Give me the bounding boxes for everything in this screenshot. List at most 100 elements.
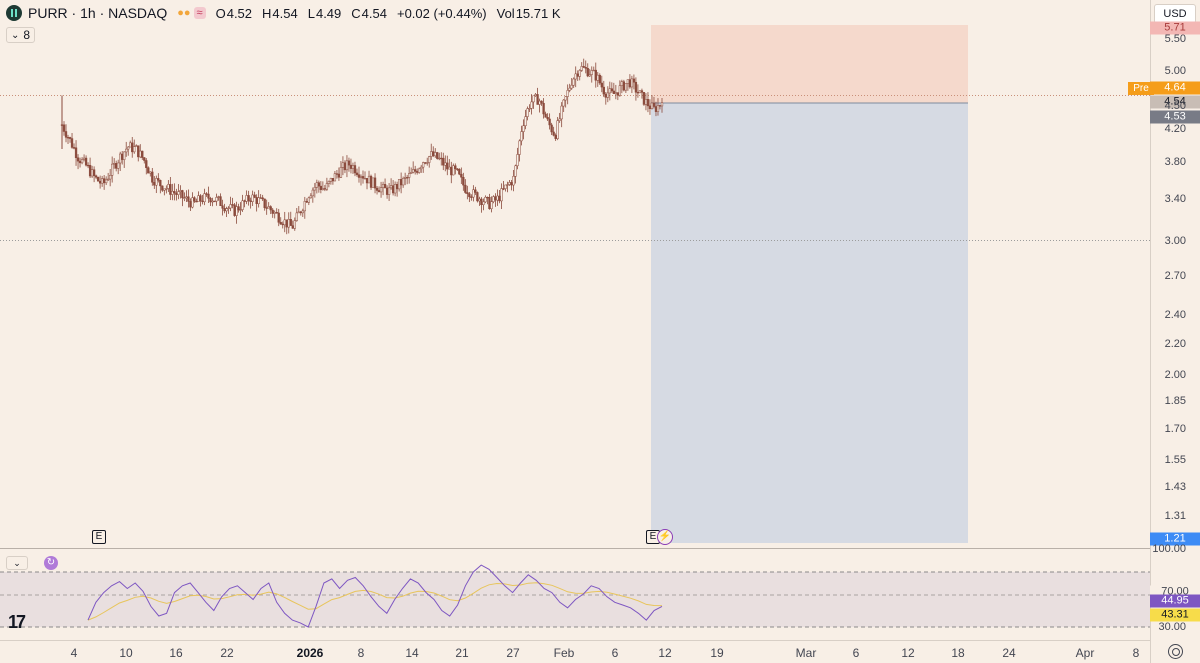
- candle-body: [309, 195, 312, 199]
- candle-body: [257, 197, 260, 204]
- candle-body: [482, 201, 485, 205]
- open-value: 4.52: [226, 5, 253, 21]
- candle-body: [159, 180, 162, 187]
- price-axis[interactable]: USD 5.71 4.64 4.54 4.53 1.21 100.00 70.0…: [1150, 0, 1200, 663]
- price-axis-label: 4.50: [1164, 99, 1186, 112]
- candle-body: [325, 183, 329, 190]
- price-axis-label: 1.85: [1164, 395, 1186, 408]
- candle-body: [111, 163, 114, 176]
- candle-body: [345, 160, 349, 171]
- candle-body: [133, 146, 136, 153]
- chevron-down-icon[interactable]: ⌄: [6, 556, 28, 570]
- candle-body: [387, 187, 391, 195]
- tradingview-logo-icon[interactable]: 17: [8, 612, 26, 632]
- candle-body: [207, 193, 210, 199]
- candle-body: [474, 189, 477, 193]
- candle-body: [530, 101, 533, 109]
- price-axis-label: 2.00: [1164, 369, 1186, 382]
- candle-body: [654, 106, 658, 112]
- price-axis-label: 2.40: [1164, 308, 1186, 321]
- candle-body: [516, 154, 519, 167]
- time-axis-label: 19: [710, 646, 724, 660]
- candle-body: [223, 208, 226, 212]
- time-axis[interactable]: 4 10 16 22 2026 8 14 21 27 Feb 6 12 19 Mar 6 12 18 24 Apr 8: [0, 640, 1150, 663]
- candle-body: [189, 201, 192, 208]
- candle-body: [546, 117, 549, 120]
- candle-body: [321, 188, 325, 190]
- pane-divider[interactable]: [0, 548, 1150, 549]
- candle-body: [137, 145, 140, 158]
- candle-body: [424, 162, 427, 164]
- candle-body: [72, 147, 76, 149]
- candle-body: [109, 175, 112, 180]
- candle-body: [265, 207, 268, 209]
- candle-body: [432, 151, 435, 157]
- candle-body: [259, 197, 262, 199]
- candle-body: [237, 206, 240, 211]
- refresh-icon[interactable]: ↻: [44, 556, 58, 570]
- candle-body: [634, 81, 638, 93]
- candle-body: [295, 212, 298, 221]
- candle-body: [287, 219, 290, 228]
- candle-body: [299, 211, 302, 214]
- stop-zone[interactable]: [651, 103, 968, 543]
- candle-body: [371, 177, 375, 188]
- long-position-tool[interactable]: [651, 25, 968, 543]
- symbol-title[interactable]: PURR · 1h · NASDAQ: [28, 5, 168, 21]
- high-value: 4.54: [272, 5, 298, 21]
- candle-body: [183, 197, 186, 199]
- candle-body: [98, 180, 102, 184]
- candle-body: [568, 87, 571, 91]
- candle-body: [369, 175, 373, 188]
- earnings-marker[interactable]: E: [646, 530, 660, 544]
- indicators-toggle[interactable]: ⌄ 8: [6, 27, 36, 43]
- candle-body: [391, 185, 395, 194]
- candle-body: [600, 82, 603, 88]
- candle-body: [466, 192, 469, 194]
- candle-body: [508, 182, 511, 185]
- candle-body: [219, 196, 222, 206]
- target-zone[interactable]: [651, 25, 968, 103]
- candle-body: [341, 162, 345, 168]
- candle-body: [544, 113, 547, 118]
- candle-body: [323, 188, 327, 190]
- market-status-icon[interactable]: ●●: [177, 7, 191, 19]
- time-axis-label: 27: [506, 646, 520, 660]
- settings-icon[interactable]: [1168, 644, 1183, 659]
- candle-body: [117, 162, 120, 169]
- candle-body: [209, 197, 212, 203]
- candle-body: [205, 193, 208, 195]
- data-provider-icon[interactable]: ≈: [193, 7, 206, 19]
- candle-body: [271, 209, 274, 214]
- time-axis-label: Mar: [795, 646, 817, 660]
- candle-body: [102, 178, 106, 184]
- candle-body: [578, 70, 581, 77]
- candle-body: [564, 96, 567, 101]
- candle-body: [412, 169, 415, 173]
- candle-body: [239, 209, 242, 211]
- candle-body: [339, 167, 343, 178]
- candle-body: [652, 102, 656, 107]
- candle-body: [379, 187, 383, 193]
- chevron-down-icon: ⌄: [11, 29, 20, 41]
- candle-body: [279, 222, 282, 225]
- indicator-count: 8: [23, 28, 31, 42]
- candle-body: [313, 186, 316, 191]
- candle-body: [614, 92, 617, 94]
- candle-body: [155, 178, 158, 186]
- candle-body: [221, 205, 224, 209]
- candle-body: [540, 100, 543, 104]
- last-price-tag: 4.54: [1150, 95, 1200, 109]
- candle-body: [532, 95, 535, 103]
- price-chart[interactable]: [0, 0, 1150, 640]
- candle-body: [149, 171, 152, 174]
- candle-body: [263, 198, 266, 208]
- candle-body: [215, 197, 218, 202]
- candle-body: [173, 191, 176, 194]
- bolt-icon[interactable]: ⚡: [657, 529, 673, 545]
- candle-body: [602, 86, 605, 95]
- candle-body: [357, 174, 361, 178]
- earnings-marker[interactable]: E: [92, 530, 106, 544]
- candle-body: [381, 184, 385, 188]
- candle-body: [199, 195, 202, 202]
